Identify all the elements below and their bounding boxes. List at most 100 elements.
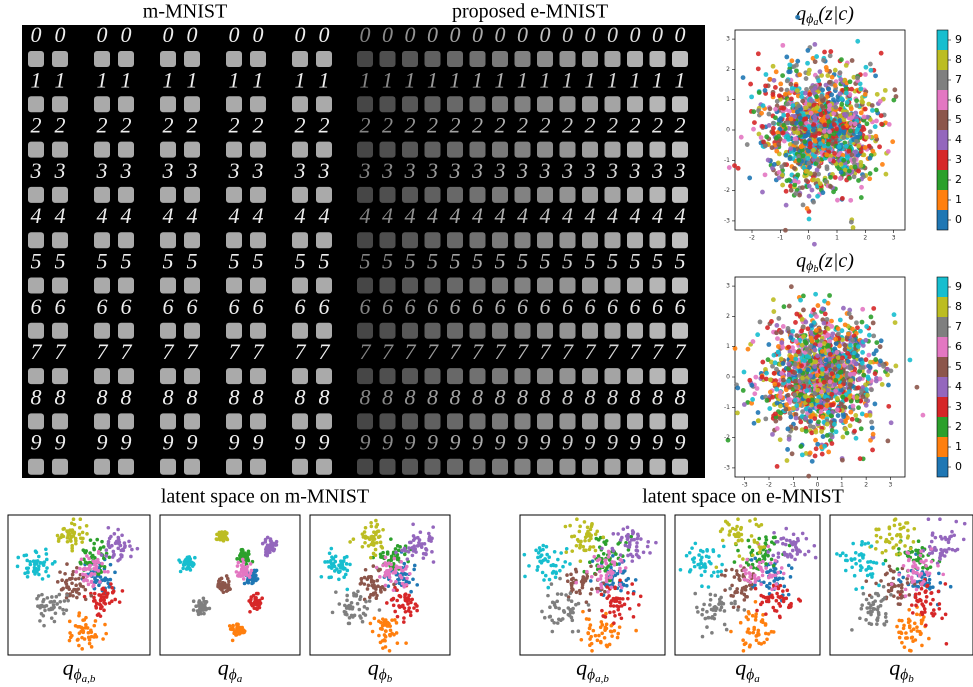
latent-point (77, 592, 81, 596)
scatter-point (815, 442, 820, 447)
scatter-point (867, 333, 872, 338)
scatter-point (799, 329, 804, 334)
scatter-point (758, 320, 763, 325)
formula-part: a,b (82, 672, 96, 684)
scatter-point (861, 373, 866, 378)
garment-sample (672, 323, 688, 339)
formula-label: qϕb (368, 655, 393, 684)
digit-sample: 3 (54, 158, 66, 183)
scatter-point (813, 118, 818, 123)
scatter-point (856, 344, 861, 349)
colorbar-label: 8 (955, 53, 962, 66)
scatter-point (751, 339, 756, 344)
scatter-point (832, 151, 837, 156)
latent-point (620, 616, 624, 620)
garment-sample (226, 51, 242, 67)
scatter-point (746, 347, 751, 352)
scatter-point (775, 401, 780, 406)
latent-point (596, 639, 600, 643)
digit-sample: 3 (30, 158, 42, 183)
latent-point (605, 596, 609, 600)
scatter-point (826, 343, 831, 348)
garment-sample (402, 51, 418, 67)
y-tick-label: 0 (726, 127, 730, 134)
digit-sample: 8 (540, 384, 551, 409)
latent-point (367, 584, 371, 588)
garment-sample (605, 96, 621, 112)
digit-sample: 1 (427, 67, 438, 92)
garment-sample (118, 323, 134, 339)
garment-sample (537, 51, 553, 67)
scatter-point (811, 200, 816, 205)
scatter-point (849, 106, 854, 111)
latent-point (193, 556, 197, 560)
digit-sample: 8 (382, 384, 393, 409)
latent-point (82, 618, 86, 622)
latent-point (405, 583, 409, 587)
latent-point (81, 572, 85, 576)
scatter-point (833, 388, 838, 393)
colorbar-label: 4 (955, 380, 962, 393)
garment-sample (380, 96, 396, 112)
scatter-point (864, 65, 869, 70)
digit-sample: 6 (652, 294, 663, 319)
latent-point (87, 557, 91, 561)
scatter-point (798, 116, 803, 121)
scatter-point (846, 331, 851, 336)
garment-sample (118, 368, 134, 384)
latent-point (381, 528, 385, 532)
scatter-point (786, 69, 791, 74)
scatter-point (804, 429, 809, 434)
digit-sample: 0 (517, 22, 528, 47)
latent-point (600, 560, 604, 564)
scatter-point (760, 190, 765, 195)
latent-point (395, 631, 399, 635)
scatter-point (816, 303, 821, 308)
latent-point (58, 606, 62, 610)
latent-point (415, 583, 419, 587)
latent-point (103, 570, 107, 574)
scatter-point (747, 176, 752, 181)
colorbar-label: 9 (955, 33, 962, 46)
latent-point (53, 560, 57, 564)
garment-sample (447, 323, 463, 339)
scatter-point (874, 108, 879, 113)
digit-sample: 9 (295, 430, 306, 455)
digit-sample: 2 (562, 113, 573, 138)
garment-sample (94, 232, 110, 248)
scatter-point (824, 179, 829, 184)
scatter-point (870, 108, 875, 113)
latent-point (182, 560, 186, 564)
colorbar-label: 3 (955, 400, 962, 413)
scatter-point (824, 357, 829, 362)
latent-point (120, 533, 124, 537)
latent-point (413, 564, 417, 568)
scatter-point (853, 121, 858, 126)
digit-sample: 6 (360, 294, 371, 319)
digit-sample: 3 (186, 158, 198, 183)
scatter-point (833, 378, 838, 383)
scatter-point (807, 194, 812, 199)
scatter-point (864, 135, 869, 140)
scatter-point (815, 388, 820, 393)
garment-sample (672, 142, 688, 158)
latent-point (343, 604, 347, 608)
latent-point (35, 562, 39, 566)
latent-point (247, 552, 251, 556)
scatter-point (784, 402, 789, 407)
garment-sample (425, 368, 441, 384)
y-tick-label: 3 (726, 283, 730, 290)
digit-sample: 5 (472, 249, 483, 274)
scatter-point (838, 176, 843, 181)
latent-point (646, 540, 650, 544)
scatter-point (862, 153, 867, 158)
digit-sample: 8 (360, 384, 371, 409)
garment-sample (537, 459, 553, 475)
scatter-point (886, 149, 891, 154)
latent-point (609, 629, 613, 633)
latent-point (187, 564, 191, 568)
digit-sample: 3 (561, 158, 573, 183)
latent-point (106, 570, 110, 574)
garment-sample (425, 413, 441, 429)
garment-sample (672, 278, 688, 294)
